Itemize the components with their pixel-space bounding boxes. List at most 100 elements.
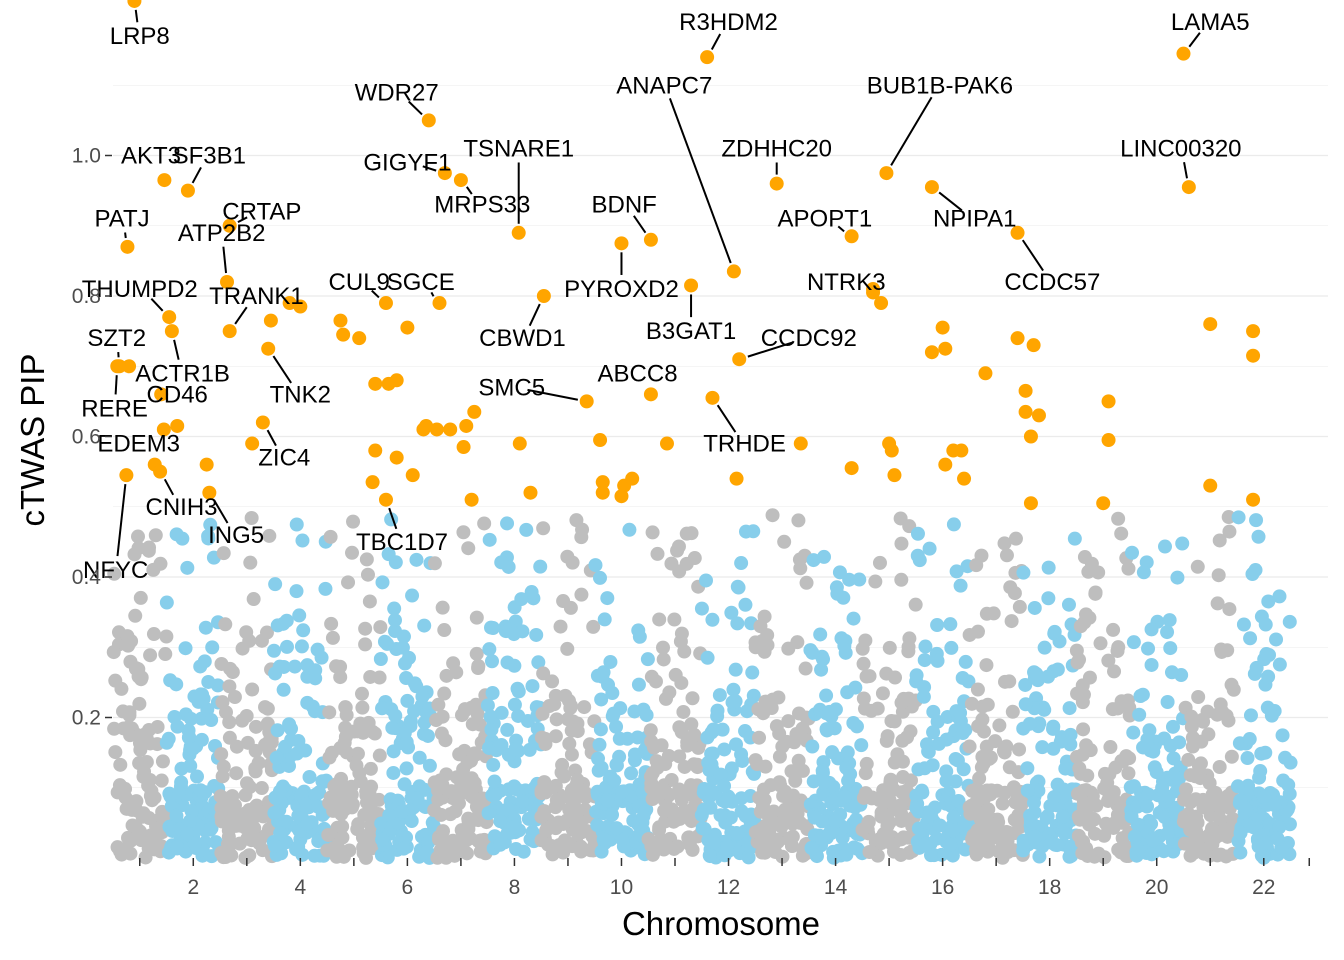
snp-point: [799, 819, 814, 834]
snp-point: [1071, 828, 1086, 843]
snp-point: [1020, 761, 1035, 776]
snp-point: [262, 528, 277, 543]
snp-point: [239, 625, 254, 640]
snp-point: [174, 761, 189, 776]
snp-point: [1175, 536, 1190, 551]
gene-point-tnk2: [261, 341, 276, 356]
gene-label-b3gat1: B3GAT1: [646, 318, 736, 345]
snp-point: [894, 695, 909, 710]
axes: 0.2 0.4 0.6 0.8 1.0 2 4 6 8 10 12 14 16 18 20 22: [72, 145, 1311, 899]
snp-point: [631, 623, 646, 638]
snp-point: [728, 737, 743, 752]
snp-point: [254, 781, 269, 796]
snp-point: [549, 712, 564, 727]
snp-point: [461, 541, 476, 556]
snp-point: [344, 779, 359, 794]
snp-point: [1258, 745, 1273, 760]
snp-point: [193, 687, 208, 702]
snp-point: [570, 773, 585, 788]
snp-point: [728, 662, 743, 677]
leader-line: [1188, 32, 1201, 48]
snp-point: [183, 711, 198, 726]
significant-point: [978, 366, 993, 381]
snp-point: [399, 735, 414, 750]
snp-point: [295, 533, 310, 548]
gene-point-ccdc57: [1010, 225, 1025, 240]
snp-point: [106, 645, 121, 660]
snp-point: [870, 701, 885, 716]
snp-point: [399, 761, 414, 776]
snp-point: [159, 735, 174, 750]
snp-point: [895, 754, 910, 769]
snp-point: [1039, 811, 1054, 826]
snp-point: [1261, 669, 1276, 684]
snp-point: [1189, 809, 1204, 824]
snp-point: [684, 717, 699, 732]
snp-point: [588, 558, 603, 573]
snp-point: [409, 552, 424, 567]
snp-point: [335, 830, 350, 845]
snp-point: [422, 758, 437, 773]
snp-point: [493, 837, 508, 852]
snp-point: [506, 627, 521, 642]
snp-point: [318, 581, 333, 596]
snp-point: [879, 733, 894, 748]
snp-point: [1258, 617, 1273, 632]
snp-point: [400, 693, 415, 708]
snp-point: [299, 797, 314, 812]
snp-point: [997, 536, 1012, 551]
snp-point: [876, 806, 891, 821]
leader-line: [668, 98, 732, 264]
snp-point: [494, 705, 509, 720]
snp-point: [1170, 570, 1185, 585]
x-tick-label: 6: [402, 876, 414, 899]
snp-point: [969, 558, 984, 573]
snp-point: [1035, 740, 1050, 755]
snp-point: [609, 719, 624, 734]
snp-point: [141, 543, 156, 558]
snp-point: [358, 621, 373, 636]
snp-point: [956, 762, 971, 777]
gene-label-szt2: SZT2: [87, 325, 146, 352]
snp-point: [1026, 795, 1041, 810]
snp-point: [1221, 713, 1236, 728]
snp-point: [955, 670, 970, 685]
x-tick-label: 16: [931, 876, 954, 899]
snp-point: [215, 806, 230, 821]
label-leader-lines: [114, 9, 1201, 557]
snp-point: [1282, 817, 1297, 832]
snp-point: [375, 832, 390, 847]
snp-point: [289, 584, 304, 599]
snp-point: [270, 723, 285, 738]
snp-point: [180, 826, 195, 841]
snp-point: [945, 848, 960, 863]
snp-point: [484, 620, 499, 635]
significant-point: [199, 457, 214, 472]
snp-point: [429, 713, 444, 728]
snp-point: [1099, 816, 1114, 831]
snp-point: [658, 803, 673, 818]
snp-point: [717, 848, 732, 863]
snp-point: [922, 541, 937, 556]
snp-point: [1184, 719, 1199, 734]
gene-point-b3gat1: [684, 278, 699, 293]
snp-point: [805, 739, 820, 754]
snp-point: [375, 575, 390, 590]
snp-point: [670, 839, 685, 854]
snp-point: [836, 590, 851, 605]
snp-point: [848, 800, 863, 815]
snp-point: [600, 793, 615, 808]
snp-point: [344, 800, 359, 815]
snp-point: [1110, 643, 1125, 658]
snp-point: [795, 721, 810, 736]
snp-point: [894, 572, 909, 587]
snp-point: [308, 671, 323, 686]
snp-point: [924, 848, 939, 863]
leader-line: [371, 289, 380, 299]
snp-point: [141, 778, 156, 793]
snp-point: [1085, 811, 1100, 826]
snp-point: [1233, 845, 1248, 860]
snp-point: [758, 832, 773, 847]
snp-point: [965, 804, 980, 819]
snp-point: [717, 742, 732, 757]
